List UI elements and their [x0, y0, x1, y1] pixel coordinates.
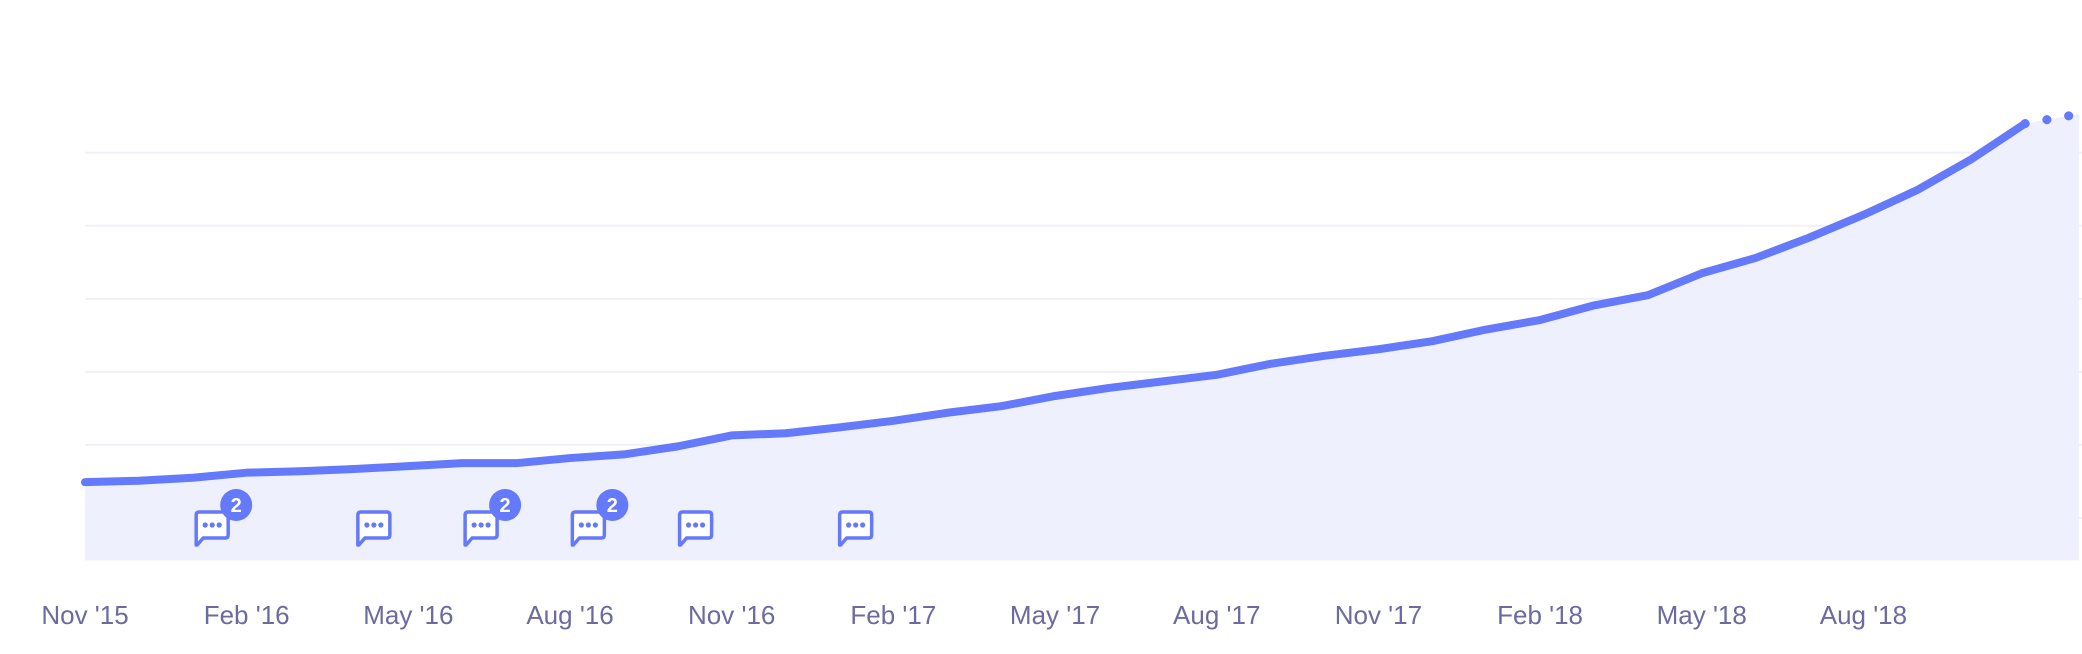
dot	[685, 522, 692, 528]
comment-annotation[interactable]: 2	[570, 489, 629, 547]
comment-icon	[677, 510, 714, 547]
count-badge-text: 2	[607, 495, 618, 517]
comment-annotation[interactable]	[677, 510, 714, 547]
count-badge-text: 2	[500, 495, 511, 517]
x-tick-label: Feb '17	[850, 600, 936, 630]
dot	[585, 522, 591, 528]
projected-line	[2020, 109, 2082, 129]
area-fill	[85, 114, 2079, 561]
count-badge	[489, 489, 522, 521]
x-tick-label: Feb '16	[204, 600, 290, 630]
dot	[378, 522, 384, 528]
dot	[860, 522, 866, 528]
series-line	[81, 119, 2030, 487]
count-badge-text: 2	[231, 495, 242, 517]
comment-icon	[837, 510, 874, 547]
x-tick-label: Aug '16	[526, 600, 613, 630]
dot	[692, 522, 699, 528]
dot	[216, 522, 222, 528]
dot	[364, 522, 370, 528]
dot	[699, 522, 706, 528]
x-tick-label: Nov '15	[41, 600, 128, 630]
dot	[846, 522, 852, 528]
x-tick-label: May '17	[1010, 600, 1100, 630]
x-tick-label: Nov '17	[1335, 600, 1422, 630]
count-badge	[596, 489, 629, 521]
x-tick-label: May '16	[363, 600, 453, 630]
x-tick-label: Feb '18	[1497, 600, 1583, 630]
x-tick-label: Nov '16	[688, 600, 775, 630]
comment-annotation[interactable]: 2	[463, 489, 522, 547]
x-axis-ticks: Nov '15 Feb '16 May '16 Aug '16 Nov '16 Feb '…	[41, 600, 1907, 630]
comment-annotation[interactable]: 2	[194, 489, 253, 547]
annotations: 2 2 2	[194, 489, 874, 547]
dot	[202, 522, 208, 528]
dot	[478, 522, 484, 528]
x-tick-label: Aug '17	[1173, 600, 1260, 630]
x-tick-label: May '18	[1657, 600, 1747, 630]
dot	[592, 522, 598, 528]
dot	[209, 522, 215, 528]
count-badge	[220, 489, 253, 521]
x-tick-label: Aug '18	[1820, 600, 1907, 630]
dot	[578, 522, 584, 528]
dot	[371, 522, 377, 528]
comment-annotation[interactable]	[837, 510, 874, 547]
comment-annotation[interactable]	[356, 510, 392, 547]
dot	[485, 522, 491, 528]
comment-icon	[356, 510, 392, 547]
dot	[471, 522, 477, 528]
dot	[853, 522, 859, 528]
